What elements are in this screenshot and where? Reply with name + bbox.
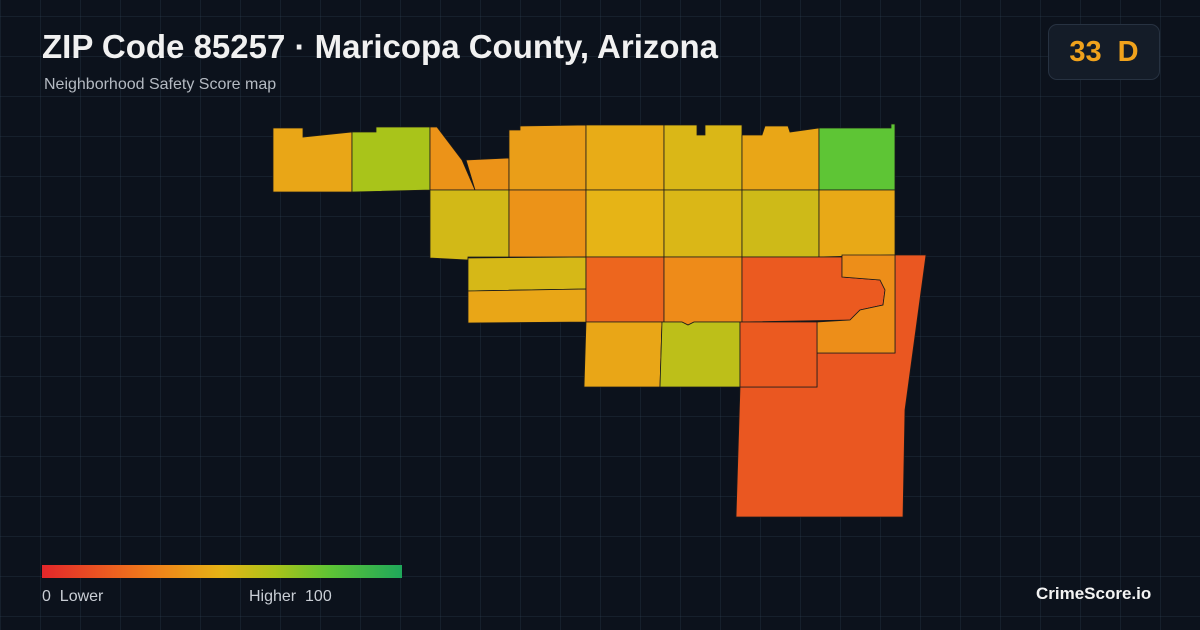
brand: CrimeScore.io xyxy=(1036,584,1152,603)
legend-min: 0 Lower xyxy=(42,588,103,606)
region xyxy=(272,127,353,193)
region xyxy=(741,125,820,191)
region xyxy=(429,189,510,261)
region xyxy=(467,288,587,324)
region xyxy=(659,321,741,388)
region xyxy=(818,189,896,258)
title: ZIP Code 85257 · Maricopa County, Arizon… xyxy=(42,28,719,65)
score-badge: 33 D xyxy=(1048,24,1160,80)
region xyxy=(585,256,665,323)
region xyxy=(467,256,587,292)
legend-max: Higher 100 xyxy=(249,588,332,606)
region xyxy=(585,189,665,258)
region xyxy=(663,189,743,258)
region xyxy=(663,124,743,191)
region xyxy=(583,321,663,388)
region xyxy=(508,124,587,191)
region xyxy=(351,126,431,193)
region xyxy=(429,126,476,191)
legend-min-label: Lower xyxy=(59,588,104,605)
legend-min-value: 0 xyxy=(42,588,51,605)
region xyxy=(585,124,665,191)
region xyxy=(739,321,818,388)
region xyxy=(816,254,896,354)
legend-max-value: 100 xyxy=(305,588,332,605)
region xyxy=(741,189,820,258)
region xyxy=(663,256,743,326)
legend-max-label: Higher xyxy=(249,588,297,605)
region xyxy=(818,123,896,191)
score-grade: D xyxy=(1117,35,1139,68)
score-value: 33 xyxy=(1069,35,1102,68)
subtitle: Neighborhood Safety Score map xyxy=(44,76,277,93)
legend-gradient xyxy=(42,565,402,578)
region xyxy=(508,189,587,258)
